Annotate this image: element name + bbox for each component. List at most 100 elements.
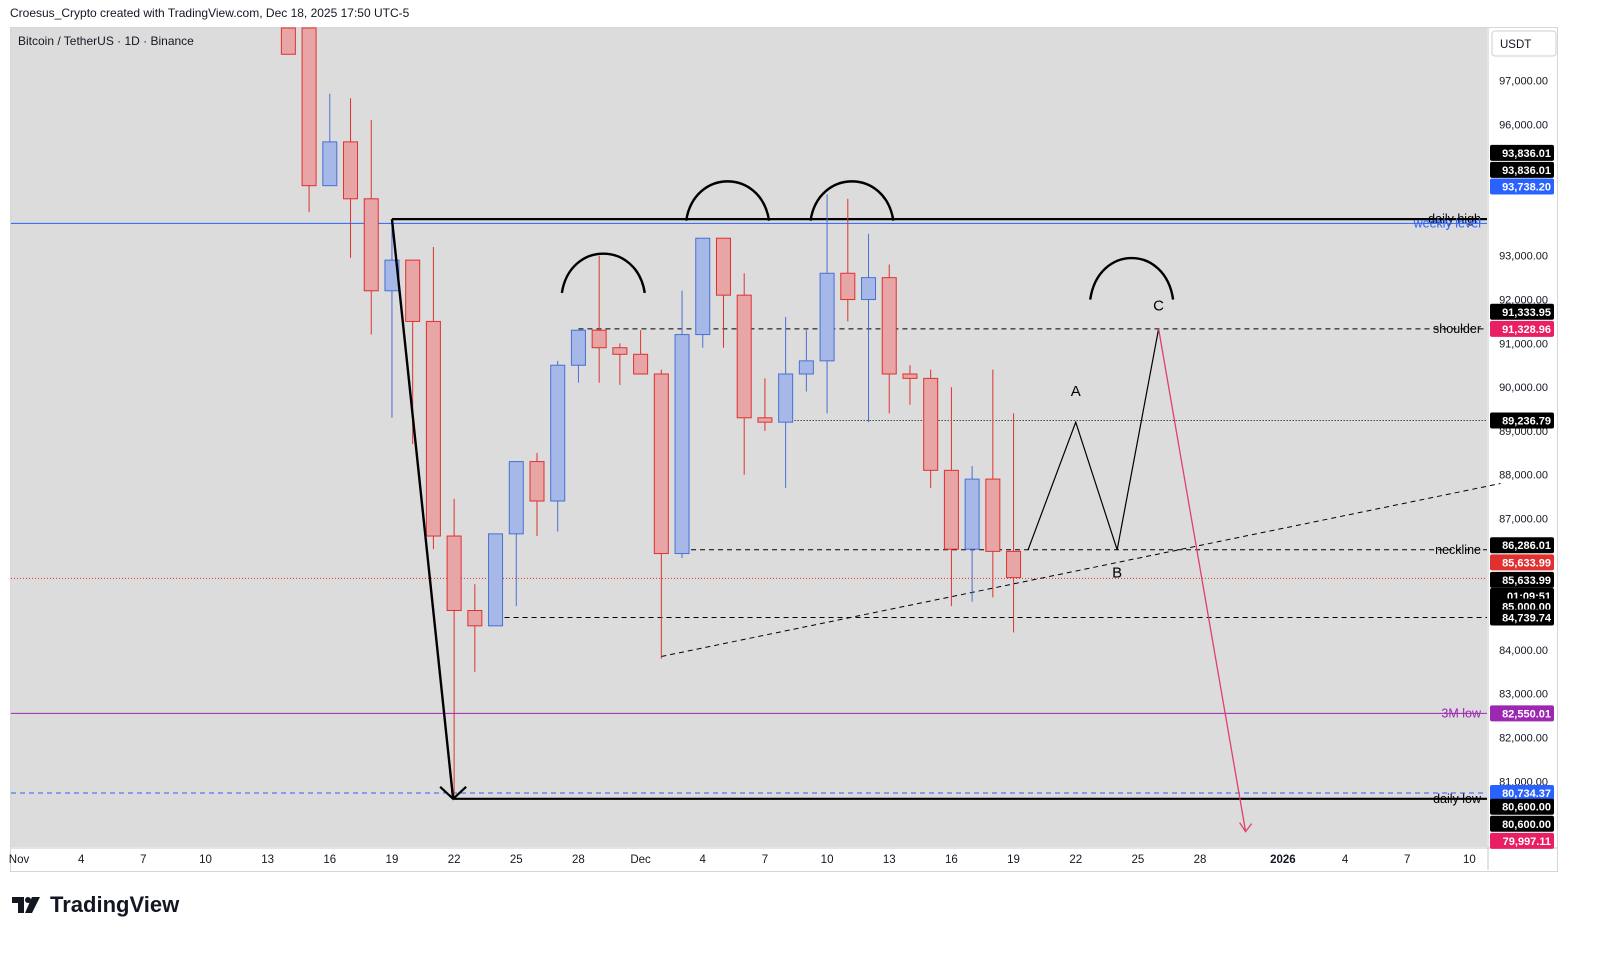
drop-line [390,219,455,799]
y-tick-label-11: 83,000.00 [1499,689,1548,701]
level-text-1: weekly level [1413,216,1481,230]
drop-arrowhead [439,786,467,801]
currency-button[interactable]: USDT [1491,30,1557,57]
price-tag-bg-15 [1490,815,1554,832]
x-tick-label-6: 19 [386,854,399,866]
tradingview-logo-icon [12,897,40,913]
candle-body-30 [902,373,918,379]
x-tick-label-14: 13 [883,854,896,866]
x-tick-label-8: 25 [510,854,523,866]
y-tick-label-3: 93,000.00 [1499,251,1548,263]
candle-body-8 [446,535,462,611]
x-tick-label-9: 28 [572,854,585,866]
price-tag-bg-7 [1490,554,1554,571]
price-tag-14: 80,600.00 [1502,802,1551,814]
candle-body-28 [861,277,877,301]
candle-body-21 [715,237,731,296]
x-tick-label-17: 22 [1069,854,1082,866]
price-tag-13: 80,734.37 [1502,788,1551,800]
candle-body-16 [612,347,628,355]
plot-area[interactable] [11,28,1487,847]
candle-body-23 [757,417,773,423]
price-tag-bg-5 [1490,412,1554,429]
x-tick-label-0: Nov [9,854,30,866]
price-tag-11: 84,739.74 [1502,613,1552,625]
x-tick-label-10: Dec [630,854,651,866]
x-tick-label-12: 7 [762,854,768,866]
candle-body-13 [550,364,566,502]
tradingview-logo[interactable]: TradingView [12,892,179,918]
level-text-5: daily low [1433,792,1482,806]
rising-trend-line [661,482,1501,657]
horizontal-levels [11,218,1487,800]
price-tag-bg-12 [1490,705,1554,722]
x-tick-label-18: 25 [1131,854,1144,866]
x-tick-label-2: 7 [140,854,146,866]
candle-body-31 [923,377,939,471]
candle-body-20 [695,237,711,336]
bearish-arrowhead [1239,822,1253,833]
candle-body-2 [322,141,338,187]
price-tag-bg-6 [1490,537,1554,554]
candle-body-22 [736,294,752,419]
candle-body-9 [467,609,483,627]
x-tick-label-21: 4 [1342,854,1349,866]
price-tag-12: 82,550.01 [1502,708,1551,720]
candle-body-18 [653,373,669,555]
candle-body-1 [301,27,317,187]
candle-body-27 [840,272,856,301]
time-axis[interactable]: Nov 4 7 10 13 16 19 22 25 28 Dec 4 7 10 13 16 19 22 25 28 20… [9,854,1476,866]
price-tag-bg-13 [1490,784,1554,801]
y-tick-label-7: 89,000.00 [1499,426,1548,438]
candle-body-7 [425,320,441,537]
candle-body-34 [985,478,1001,552]
abc-projection-path [1027,328,1160,551]
y-tick-label-9: 87,000.00 [1499,514,1548,526]
price-tag-bg-0 [1490,144,1554,161]
x-tick-label-22: 7 [1404,854,1410,866]
price-tag-8: 85,633.99 [1502,575,1551,587]
x-tick-label-11: 4 [700,854,707,866]
candle-body-11 [508,461,524,535]
chart-title: Bitcoin / TetherUS · 1D · Binance [18,34,194,48]
price-tag-5: 89,236.79 [1502,416,1551,428]
pattern-arc-0 [560,252,646,294]
candle-body-14 [570,329,586,366]
x-tick-label-4: 13 [261,854,274,866]
level-text-3: neckline [1435,543,1481,557]
y-tick-label-4: 92,000.00 [1499,295,1548,307]
x-tick-label-16: 19 [1007,854,1020,866]
candle-body-32 [943,469,959,550]
pattern-arc-2 [809,180,895,221]
chart-credit: Croesus_Crypto created with TradingView.… [10,6,410,20]
candle-body-29 [881,277,897,375]
y-tick-label-10: 84,000.00 [1499,645,1548,657]
y-tick-label-12: 82,000.00 [1499,733,1548,745]
candle-body-0 [280,27,296,55]
y-tick-label-5: 91,000.00 [1499,338,1548,350]
candle-body-33 [964,478,980,550]
candle-body-6 [405,259,421,322]
candle-body-15 [591,329,607,349]
pattern-arc-3 [1089,256,1175,300]
price-tag-15: 80,600.00 [1502,819,1551,831]
chart-frame [10,27,1558,872]
candle-body-25 [798,360,814,375]
price-tag-bg-8 [1490,571,1554,588]
x-tick-label-7: 22 [448,854,461,866]
price-tag-16: 79,997.11 [1503,836,1551,848]
candle-body-35 [1006,550,1022,579]
x-tick-label-13: 10 [821,854,834,866]
tradingview-logo-text: TradingView [50,892,180,917]
y-tick-label-8: 88,000.00 [1499,470,1548,482]
level-text-0: daily high [1428,212,1481,226]
price-tag-0: 93,836.01 [1502,148,1551,160]
price-tag-4: 91,328.96 [1502,324,1551,336]
candle-body-10 [488,533,504,627]
candle-body-19 [674,334,690,555]
y-tick-label-1: 96,000.00 [1499,119,1548,131]
x-tick-label-5: 16 [323,854,336,866]
x-tick-label-3: 10 [199,854,212,866]
